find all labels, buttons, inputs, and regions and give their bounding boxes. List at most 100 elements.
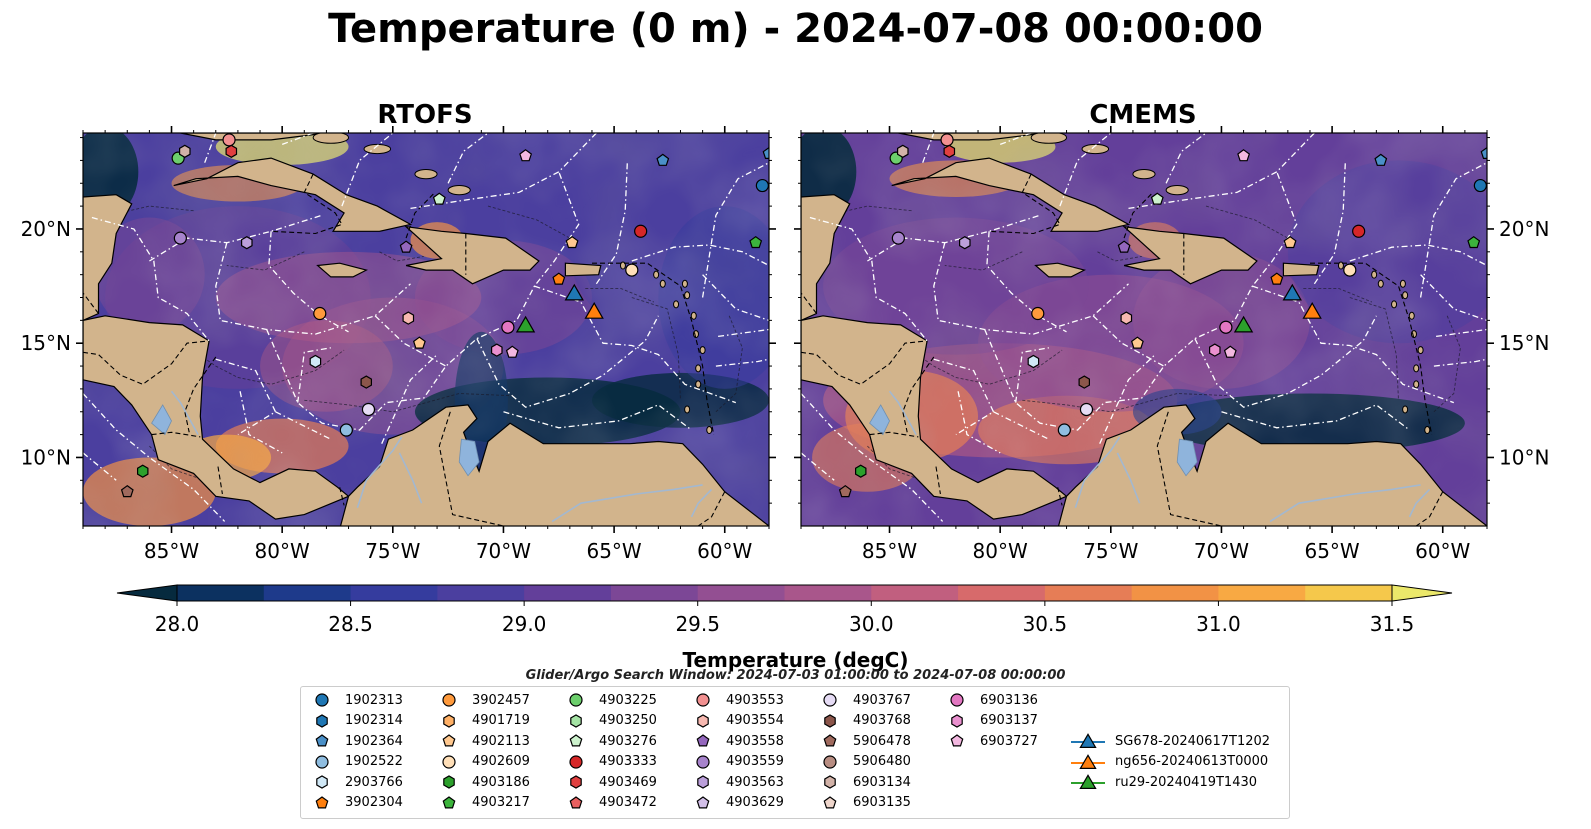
legend-item: 6903134	[817, 772, 911, 792]
legend-marker-icon	[951, 713, 963, 728]
lat-tick-label: 10°N	[1499, 445, 1549, 469]
legend-marker-icon	[315, 795, 329, 808]
eez-boundary	[986, 231, 1067, 333]
country-border	[1123, 192, 1154, 239]
colorbar-extend-high	[1391, 584, 1453, 602]
eez-boundary	[91, 216, 210, 342]
marker-1902364	[1480, 146, 1487, 159]
marker-4903554	[402, 311, 415, 325]
legend-marker-icon	[315, 754, 329, 769]
colorbar-segment	[784, 585, 872, 601]
land-polygon	[180, 133, 327, 141]
marker-ng656-20240613T0000	[584, 301, 604, 319]
marker-4903333	[1352, 224, 1366, 238]
legend-item: 4902113	[436, 731, 530, 751]
island	[681, 279, 688, 288]
country-border	[1156, 411, 1277, 526]
bathymetry-contour	[715, 315, 743, 413]
legend-label: 1902364	[345, 733, 403, 749]
island	[1165, 185, 1189, 196]
country-border	[935, 466, 941, 495]
river	[888, 390, 917, 435]
marker-4903469	[943, 144, 956, 158]
island	[1030, 133, 1068, 144]
legend-marker-icon	[442, 754, 456, 769]
colorbar-segment	[263, 585, 352, 601]
colorbar-segment	[958, 585, 1046, 601]
legend-marker-icon	[696, 734, 710, 747]
eez-boundary	[476, 315, 659, 408]
legend-label: 4903559	[726, 754, 784, 769]
legend-label: 6903137	[980, 713, 1038, 728]
lon-tick-label: 70°W	[476, 539, 531, 563]
island	[684, 405, 691, 414]
legend-marker-icon	[569, 693, 583, 707]
marker-1902313	[755, 178, 769, 193]
country-border	[697, 491, 726, 526]
island	[1132, 169, 1156, 180]
eez-boundary	[984, 171, 1298, 431]
bathymetry-contour	[1022, 393, 1233, 413]
land-polygon	[564, 262, 602, 277]
bathymetry-contour	[585, 287, 655, 303]
colorbar-segment	[437, 585, 525, 601]
eez-boundary	[933, 358, 995, 436]
island	[1417, 346, 1424, 355]
legend-item: 3902457	[436, 690, 530, 710]
eez-boundary	[1349, 244, 1487, 267]
lake	[1176, 438, 1198, 477]
eez-boundary	[801, 393, 944, 522]
lat-tick-label: 15°N	[1499, 331, 1549, 355]
river	[398, 452, 423, 504]
eez-boundary	[957, 391, 1001, 454]
marker-4903469	[225, 144, 238, 158]
eez-boundary	[922, 133, 935, 163]
country-border	[184, 356, 217, 433]
island	[619, 261, 626, 270]
legend-item: 4903559	[690, 752, 784, 772]
legend-marker-icon	[315, 693, 329, 707]
country-border	[869, 431, 919, 438]
legend-label: 4903250	[599, 713, 657, 728]
legend-marker-icon	[442, 734, 456, 747]
marker-1902522	[339, 423, 353, 437]
colorbar-segment	[1131, 585, 1219, 601]
river	[551, 484, 703, 523]
eez-boundary	[999, 133, 1032, 146]
marker-4903553	[222, 133, 236, 147]
legend-marker-icon	[823, 795, 837, 808]
country-border	[1310, 262, 1433, 435]
map-panel-cmems[interactable]: 85°W 80°W 75°W 70°W 65°W 60°W 20°N 15°N 10°N	[790, 126, 1549, 563]
legend-label: 1902522	[345, 754, 403, 769]
land-polygon	[891, 157, 1131, 232]
map-panel-rtofs[interactable]: 85°W 80°W 75°W 70°W 65°W 60°W 20°N 15°N 10°N	[21, 126, 792, 563]
colorbar-tick-label: 30.0	[849, 612, 894, 636]
eez-boundary	[503, 404, 692, 431]
legend-label: 3902457	[472, 692, 530, 708]
island	[1413, 364, 1420, 373]
eez-boundary	[447, 133, 489, 184]
marker-4903558	[1117, 240, 1131, 253]
legend-label: ng656-20240613T0000	[1115, 754, 1269, 769]
eez-boundary	[1015, 347, 1049, 403]
island	[695, 380, 702, 389]
legend-marker-icon	[1079, 733, 1097, 748]
country-border	[217, 466, 223, 495]
marker-1902364	[1374, 153, 1388, 166]
colorbar-segment	[610, 585, 699, 601]
marker-6903136	[1219, 320, 1233, 334]
river	[1074, 436, 1121, 508]
island	[1402, 291, 1409, 300]
legend-marker-icon	[1079, 774, 1097, 789]
legend-item: 6903135	[817, 793, 911, 813]
colorbar-segment	[524, 585, 612, 601]
marker-6903727	[519, 149, 533, 162]
legend-label: 4903333	[599, 754, 657, 769]
marker-3902304	[552, 272, 566, 285]
lon-tick-label: 80°W	[973, 539, 1028, 563]
marker-1902364	[656, 153, 670, 166]
legend-item: 4903558	[690, 731, 784, 751]
legend-item: 4903186	[436, 772, 530, 792]
legend-marker-icon	[823, 754, 837, 769]
land-polygon	[1034, 262, 1086, 278]
